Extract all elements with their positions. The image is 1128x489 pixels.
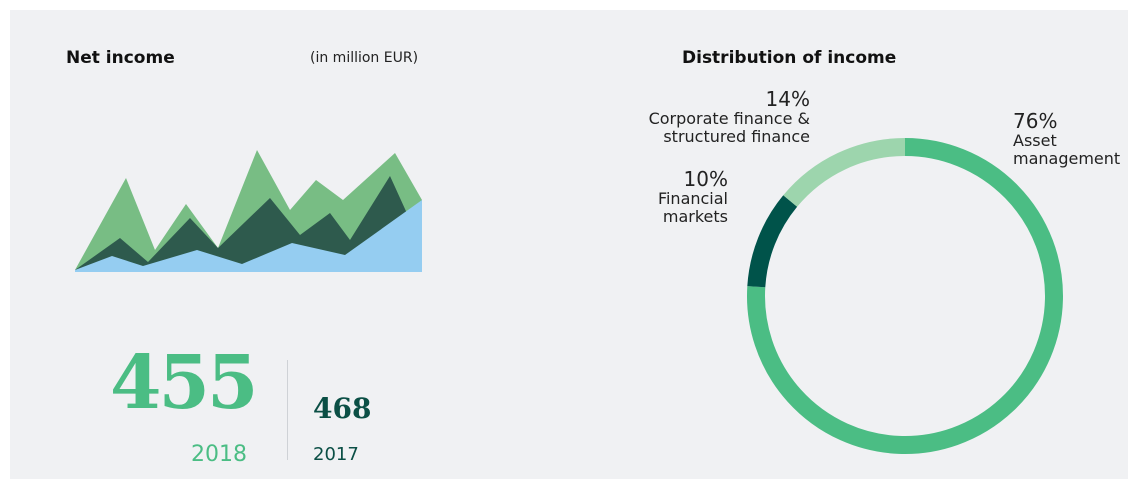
segment-value: 14% xyxy=(765,87,810,111)
previous-year: 2017 xyxy=(313,444,359,465)
segment-label: 76% Asset management xyxy=(1013,110,1123,168)
donut-segment xyxy=(747,195,798,288)
divider xyxy=(287,360,288,460)
segment-value: 76% xyxy=(1013,109,1058,133)
unit: (in million EUR) xyxy=(310,50,419,66)
donut-chart xyxy=(747,138,1063,454)
area-front xyxy=(75,200,422,272)
current-value: 455 xyxy=(110,340,258,426)
donut-segment xyxy=(783,138,906,207)
segment-name: Asset management xyxy=(1013,131,1121,168)
panel: Net income (in million EUR) 455 2018 468… xyxy=(10,10,1128,479)
previous-value: 468 xyxy=(313,392,372,425)
segment-label: 10% Financial markets xyxy=(648,168,728,226)
decorative-area-chart xyxy=(75,150,422,272)
area-middle xyxy=(75,176,422,270)
net-income-title: Net income xyxy=(66,48,175,68)
segment-name: Financial markets xyxy=(657,189,728,226)
current-year: 2018 xyxy=(191,442,247,467)
segment-label: 14% Corporate finance & structured financ… xyxy=(630,88,810,146)
chart-title: Distribution of income xyxy=(682,48,897,68)
donut-segment xyxy=(747,138,1063,454)
segment-value: 10% xyxy=(683,167,728,191)
segment-name: Corporate finance & structured finance xyxy=(648,109,810,146)
